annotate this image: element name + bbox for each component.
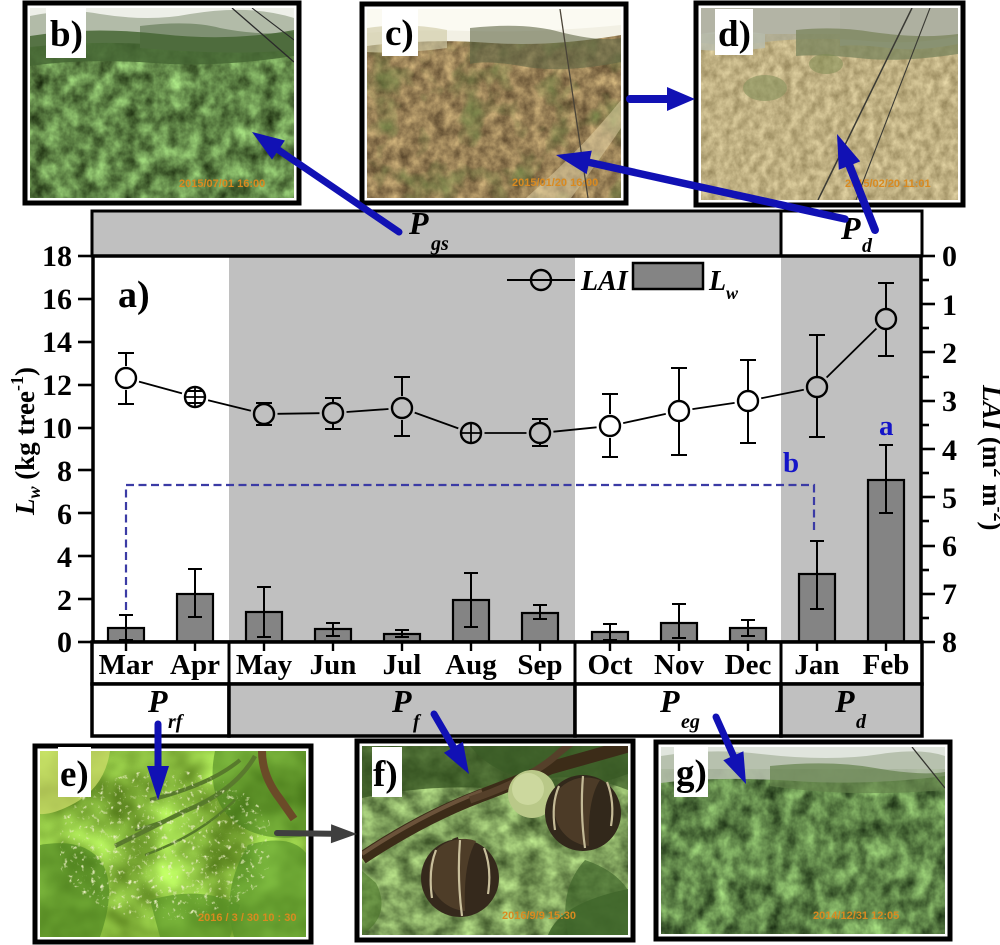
svg-text:Dec: Dec bbox=[725, 649, 772, 681]
svg-text:d: d bbox=[862, 235, 873, 257]
svg-text:2016/9/9 15:30: 2016/9/9 15:30 bbox=[502, 910, 576, 922]
svg-text:L: L bbox=[708, 266, 726, 297]
svg-text:eg: eg bbox=[681, 711, 700, 733]
svg-text:LAI: LAI bbox=[580, 266, 629, 297]
svg-text:Jul: Jul bbox=[383, 649, 422, 681]
svg-text:2014/12/31 12:05: 2014/12/31 12:05 bbox=[813, 910, 899, 922]
svg-text:b: b bbox=[783, 447, 799, 479]
svg-text:8: 8 bbox=[942, 626, 957, 659]
svg-text:LAI (m2 m-2): LAI (m2 m-2) bbox=[977, 384, 1000, 531]
svg-text:g): g) bbox=[676, 753, 707, 794]
svg-text:3: 3 bbox=[942, 385, 957, 418]
svg-text:4: 4 bbox=[942, 434, 957, 467]
svg-text:14: 14 bbox=[42, 326, 72, 359]
svg-text:Nov: Nov bbox=[654, 649, 704, 681]
svg-text:a: a bbox=[879, 410, 894, 442]
svg-text:2: 2 bbox=[57, 584, 72, 617]
svg-text:rf: rf bbox=[168, 711, 185, 733]
svg-text:P: P bbox=[659, 683, 680, 719]
svg-text:Feb: Feb bbox=[863, 649, 910, 681]
svg-text:4: 4 bbox=[57, 541, 72, 574]
svg-text:gs: gs bbox=[430, 233, 449, 255]
svg-text:w: w bbox=[726, 283, 739, 303]
svg-text:10: 10 bbox=[42, 412, 72, 445]
svg-text:12: 12 bbox=[42, 369, 72, 402]
svg-text:Oct: Oct bbox=[587, 649, 632, 681]
svg-text:c): c) bbox=[385, 13, 414, 54]
svg-text:Aug: Aug bbox=[445, 649, 497, 681]
svg-text:P: P bbox=[391, 683, 412, 719]
svg-text:2015/02/20 11:01: 2015/02/20 11:01 bbox=[845, 178, 931, 190]
svg-text:5: 5 bbox=[942, 482, 957, 515]
svg-text:a): a) bbox=[118, 274, 150, 316]
svg-text:f: f bbox=[413, 711, 422, 733]
svg-text:Sep: Sep bbox=[517, 649, 562, 681]
svg-text:e): e) bbox=[60, 754, 89, 795]
svg-text:0: 0 bbox=[942, 240, 957, 273]
svg-text:6: 6 bbox=[57, 498, 72, 531]
svg-text:P: P bbox=[147, 683, 168, 719]
svg-text:Jun: Jun bbox=[310, 649, 357, 681]
svg-text:6: 6 bbox=[942, 530, 957, 563]
svg-text:2015/07/01 16:00: 2015/07/01 16:00 bbox=[179, 178, 265, 190]
svg-text:2016 / 3 / 30 10 : 30: 2016 / 3 / 30 10 : 30 bbox=[198, 912, 296, 924]
svg-text:f): f) bbox=[373, 754, 398, 795]
svg-text:2: 2 bbox=[942, 337, 957, 370]
svg-text:16: 16 bbox=[42, 283, 72, 316]
svg-text:18: 18 bbox=[42, 240, 72, 273]
svg-text:7: 7 bbox=[942, 578, 957, 611]
svg-text:d): d) bbox=[718, 14, 751, 55]
svg-text:Lw (kg tree-1): Lw (kg tree-1) bbox=[7, 367, 44, 516]
svg-text:2015/01/20 16:00: 2015/01/20 16:00 bbox=[512, 177, 598, 189]
svg-text:Mar: Mar bbox=[99, 649, 154, 681]
svg-text:b): b) bbox=[50, 14, 83, 55]
svg-text:P: P bbox=[834, 683, 855, 719]
svg-text:0: 0 bbox=[57, 626, 72, 659]
svg-text:P: P bbox=[408, 205, 429, 241]
svg-text:Jan: Jan bbox=[794, 649, 839, 681]
svg-text:d: d bbox=[856, 711, 867, 733]
svg-text:1: 1 bbox=[942, 289, 957, 322]
svg-text:Apr: Apr bbox=[170, 649, 220, 681]
svg-text:8: 8 bbox=[57, 455, 72, 488]
svg-text:May: May bbox=[236, 649, 293, 681]
